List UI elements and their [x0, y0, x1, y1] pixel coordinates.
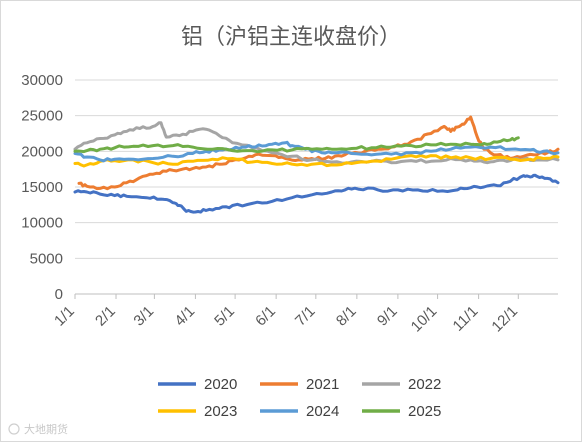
series-line-2025 — [73, 136, 520, 154]
series-lines — [73, 115, 560, 214]
series-line-2020 — [73, 173, 560, 214]
series-line-2024 — [73, 140, 560, 163]
legend-label-2025: 2025 — [408, 403, 441, 420]
watermark-logo-icon — [8, 423, 20, 435]
series-line-2022 — [73, 121, 560, 165]
series-line-2021 — [77, 115, 560, 191]
watermark-text: 大地期货 — [24, 422, 68, 436]
y-tick-label: 15000 — [21, 179, 63, 196]
legend-label-2021: 2021 — [306, 376, 339, 393]
y-tick-label: 5000 — [30, 250, 63, 267]
series-line-2023 — [73, 154, 560, 168]
y-tick-label: 20000 — [21, 143, 63, 160]
legend-label-2022: 2022 — [408, 376, 441, 393]
y-axis-ticks: 0 5000 10000 15000 20000 25000 30000 — [21, 72, 63, 303]
chart-title: 铝（沪铝主连收盘价） — [181, 25, 401, 50]
y-tick-label: 30000 — [21, 72, 63, 89]
y-tick-label: 10000 — [21, 215, 63, 232]
legend-label-2020: 2020 — [204, 376, 237, 393]
legend-label-2024: 2024 — [306, 403, 339, 420]
legend-label-2023: 2023 — [204, 403, 237, 420]
legend: 2020 2021 2022 2023 2024 2025 — [158, 376, 441, 420]
y-tick-label: 0 — [55, 286, 63, 303]
watermark: 大地期货 — [8, 422, 68, 436]
y-tick-label: 25000 — [21, 108, 63, 125]
